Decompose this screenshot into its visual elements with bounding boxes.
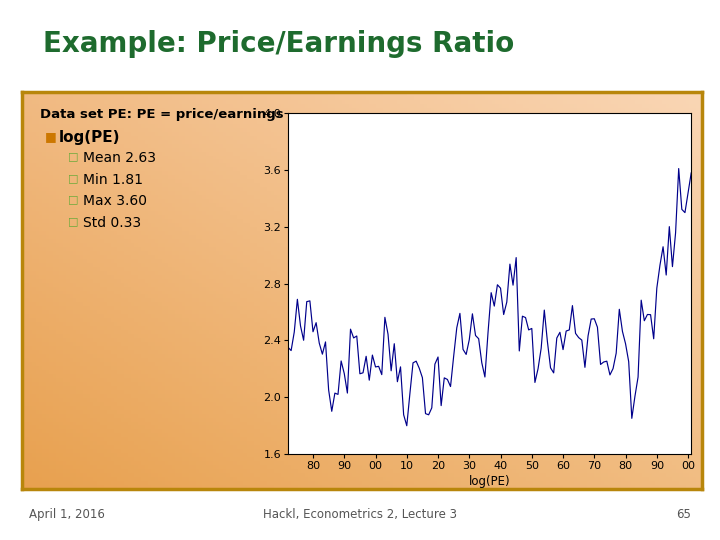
Text: □: □ bbox=[68, 216, 79, 226]
Text: Hackl, Econometrics 2, Lecture 3: Hackl, Econometrics 2, Lecture 3 bbox=[263, 508, 457, 521]
Text: log(PE): log(PE) bbox=[59, 130, 120, 145]
Text: 65: 65 bbox=[676, 508, 691, 521]
Text: Data set PE: PE = price/earnings: Data set PE: PE = price/earnings bbox=[40, 108, 283, 121]
Text: ■: ■ bbox=[45, 130, 56, 143]
Text: Min 1.81: Min 1.81 bbox=[83, 173, 143, 187]
Text: Example: Price/Earnings Ratio: Example: Price/Earnings Ratio bbox=[43, 30, 515, 58]
Text: □: □ bbox=[68, 173, 79, 183]
Text: Mean 2.63: Mean 2.63 bbox=[83, 151, 156, 165]
Text: Max 3.60: Max 3.60 bbox=[83, 194, 147, 208]
Text: □: □ bbox=[68, 194, 79, 205]
Text: April 1, 2016: April 1, 2016 bbox=[29, 508, 104, 521]
X-axis label: log(PE): log(PE) bbox=[469, 475, 510, 488]
Text: Std 0.33: Std 0.33 bbox=[83, 216, 141, 230]
Text: □: □ bbox=[68, 151, 79, 161]
